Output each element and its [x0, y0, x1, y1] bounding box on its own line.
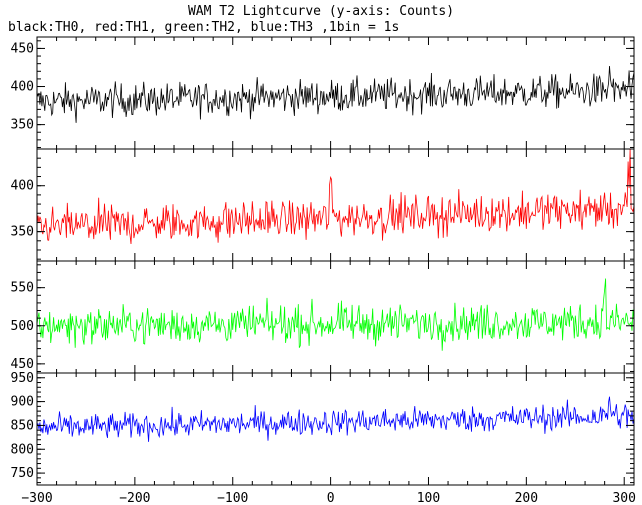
panels-group: 350 400 450 350 400 450 500 550 750 800 850 900 950 −… — [11, 36, 636, 505]
y-tick-label-th3-900: 900 — [11, 395, 34, 410]
y-tick-label-th0-400: 400 — [11, 80, 34, 95]
series-line-th1 — [37, 149, 634, 245]
chart-subtitle: black:TH0, red:TH1, green:TH2, blue:TH3 … — [8, 20, 399, 35]
x-tick-label-300: 300 — [612, 491, 635, 505]
x-tick-label-m100: −100 — [217, 491, 248, 505]
y-tick-label-th2-550: 550 — [11, 281, 34, 296]
x-tick-label-0: 0 — [327, 491, 335, 505]
panel-frame-th3 — [36, 372, 635, 486]
y-tick-label-th0-450: 450 — [11, 41, 34, 56]
x-tick-label-m200: −200 — [119, 491, 150, 505]
series-line-th0 — [37, 65, 634, 123]
y-tick-label-th2-450: 450 — [11, 357, 34, 372]
y-tick-label-th3-850: 850 — [11, 418, 34, 433]
y-tick-label-th3-750: 750 — [11, 466, 34, 481]
series-line-th2 — [37, 278, 634, 351]
chart-title: WAM T2 Lightcurve (y-axis: Counts) — [188, 4, 454, 19]
x-tick-label-200: 200 — [515, 491, 538, 505]
y-tick-label-th2-500: 500 — [11, 319, 34, 334]
panel-frame-th1 — [36, 148, 635, 262]
y-tick-label-th1-400: 400 — [11, 179, 34, 194]
x-tick-label-100: 100 — [417, 491, 440, 505]
y-tick-label-th3-950: 950 — [11, 371, 34, 386]
x-tick-label-m300: −300 — [21, 491, 52, 505]
y-tick-label-th0-350: 350 — [11, 118, 34, 133]
y-tick-label-th1-350: 350 — [11, 225, 34, 240]
y-tick-label-th3-800: 800 — [11, 442, 34, 457]
series-line-th3 — [37, 396, 634, 442]
